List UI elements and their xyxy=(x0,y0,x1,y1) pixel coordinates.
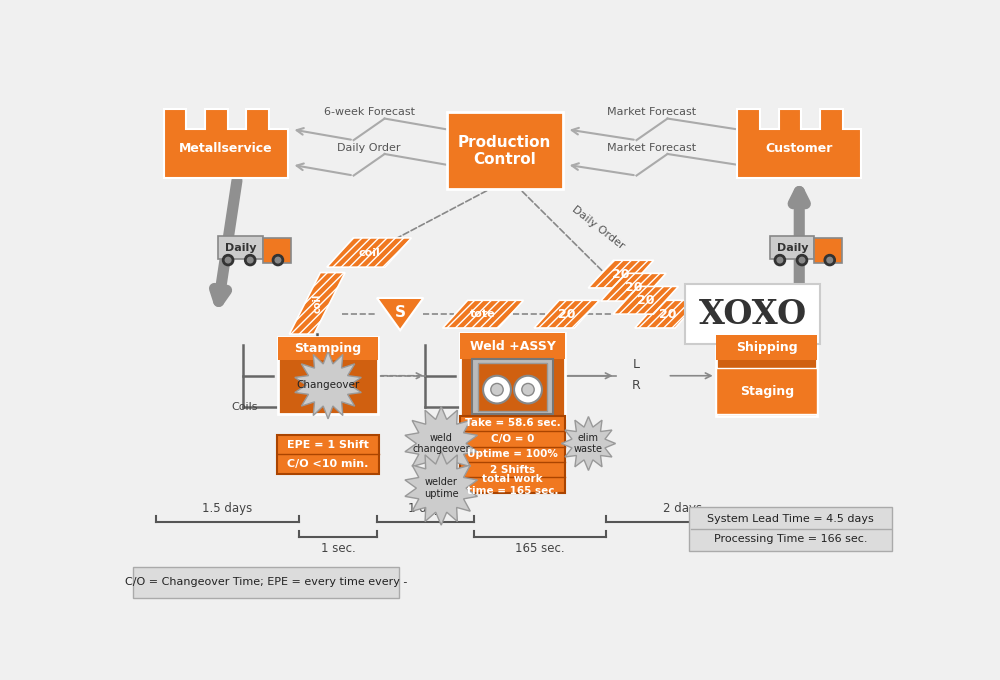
Polygon shape xyxy=(289,273,345,334)
Polygon shape xyxy=(327,238,411,267)
Text: Processing Time = 166 sec.: Processing Time = 166 sec. xyxy=(714,534,867,545)
Text: Market Forecast: Market Forecast xyxy=(607,143,697,153)
Circle shape xyxy=(225,257,231,263)
Text: 20: 20 xyxy=(612,268,630,281)
Polygon shape xyxy=(534,301,599,328)
FancyBboxPatch shape xyxy=(218,236,263,259)
FancyBboxPatch shape xyxy=(460,415,565,493)
Text: 20: 20 xyxy=(558,307,576,321)
Text: Production
Control: Production Control xyxy=(458,135,551,167)
Circle shape xyxy=(483,376,511,403)
Text: 2 days: 2 days xyxy=(663,502,703,515)
Polygon shape xyxy=(164,109,288,178)
Text: total work
time = 165 sec.: total work time = 165 sec. xyxy=(467,474,558,496)
Circle shape xyxy=(275,257,281,263)
Text: Weld +ASSY: Weld +ASSY xyxy=(470,339,555,353)
Polygon shape xyxy=(443,301,524,328)
Text: Daily Order: Daily Order xyxy=(570,205,626,252)
FancyBboxPatch shape xyxy=(278,337,378,414)
Circle shape xyxy=(272,254,284,266)
Text: 20: 20 xyxy=(625,281,642,294)
Text: 165 sec.: 165 sec. xyxy=(515,542,564,555)
Text: weld
changeover: weld changeover xyxy=(412,432,470,454)
FancyBboxPatch shape xyxy=(263,237,291,263)
FancyBboxPatch shape xyxy=(278,337,378,360)
Circle shape xyxy=(491,384,503,396)
Text: Customer: Customer xyxy=(766,142,833,155)
FancyBboxPatch shape xyxy=(472,359,553,414)
FancyBboxPatch shape xyxy=(478,363,547,411)
Circle shape xyxy=(522,384,534,396)
Text: C/O = Changeover Time; EPE = every time every -: C/O = Changeover Time; EPE = every time … xyxy=(125,577,407,587)
Polygon shape xyxy=(601,273,666,301)
Text: coil: coil xyxy=(312,294,322,313)
Text: Metallservice: Metallservice xyxy=(179,142,273,155)
Text: elim
waste: elim waste xyxy=(574,432,603,454)
Text: welder
uptime: welder uptime xyxy=(424,477,459,499)
FancyBboxPatch shape xyxy=(447,112,563,190)
Text: Shipping: Shipping xyxy=(736,341,798,354)
Text: S: S xyxy=(395,305,406,320)
Circle shape xyxy=(799,257,805,263)
FancyBboxPatch shape xyxy=(716,335,817,360)
Polygon shape xyxy=(588,260,654,288)
Text: Stamping: Stamping xyxy=(294,342,362,355)
Text: Staging: Staging xyxy=(740,385,794,398)
Text: C/O <10 min.: C/O <10 min. xyxy=(287,459,369,469)
Text: Uptime = 100%: Uptime = 100% xyxy=(467,449,558,459)
Circle shape xyxy=(223,254,234,266)
Circle shape xyxy=(796,254,808,266)
Text: 20: 20 xyxy=(637,294,655,307)
Text: Coils: Coils xyxy=(232,401,258,411)
Text: Market Forecast: Market Forecast xyxy=(607,107,697,118)
Polygon shape xyxy=(295,351,361,419)
Text: coil: coil xyxy=(358,248,380,258)
Text: Daily: Daily xyxy=(777,243,808,252)
Circle shape xyxy=(777,257,783,263)
Text: 1 sec.: 1 sec. xyxy=(321,542,356,555)
FancyBboxPatch shape xyxy=(460,333,565,418)
FancyBboxPatch shape xyxy=(133,566,399,598)
Circle shape xyxy=(247,257,253,263)
Text: tote: tote xyxy=(470,309,496,319)
Text: L: L xyxy=(633,358,640,371)
Text: 1 day: 1 day xyxy=(408,502,441,515)
FancyBboxPatch shape xyxy=(814,237,842,263)
Text: Changeover: Changeover xyxy=(296,380,360,390)
FancyBboxPatch shape xyxy=(716,335,817,416)
Text: C/O = 0: C/O = 0 xyxy=(491,434,534,444)
Polygon shape xyxy=(377,298,423,330)
Text: Daily Order: Daily Order xyxy=(337,143,401,153)
Text: System Lead Time = 4.5 days: System Lead Time = 4.5 days xyxy=(707,513,874,524)
Text: 2 Shifts: 2 Shifts xyxy=(490,464,535,475)
Polygon shape xyxy=(737,109,861,178)
Text: Daily: Daily xyxy=(225,243,256,252)
FancyBboxPatch shape xyxy=(716,368,817,414)
Text: Take = 58.6 sec.: Take = 58.6 sec. xyxy=(465,418,560,428)
Circle shape xyxy=(827,257,833,263)
Circle shape xyxy=(824,254,835,266)
Text: 20: 20 xyxy=(659,307,676,321)
Polygon shape xyxy=(405,452,477,525)
FancyBboxPatch shape xyxy=(689,507,892,551)
Text: R: R xyxy=(632,379,641,392)
FancyBboxPatch shape xyxy=(770,236,814,259)
Polygon shape xyxy=(613,286,679,314)
Polygon shape xyxy=(635,301,700,328)
FancyBboxPatch shape xyxy=(460,333,565,359)
Circle shape xyxy=(514,376,542,403)
Polygon shape xyxy=(405,407,477,481)
FancyBboxPatch shape xyxy=(277,435,379,473)
Text: 1.5 days: 1.5 days xyxy=(202,502,252,515)
Text: XOXO: XOXO xyxy=(699,298,807,330)
Text: EPE = 1 Shift: EPE = 1 Shift xyxy=(287,440,369,449)
Circle shape xyxy=(245,254,256,266)
Polygon shape xyxy=(561,417,616,471)
Circle shape xyxy=(774,254,785,266)
Text: 6-week Forecast: 6-week Forecast xyxy=(324,107,415,118)
